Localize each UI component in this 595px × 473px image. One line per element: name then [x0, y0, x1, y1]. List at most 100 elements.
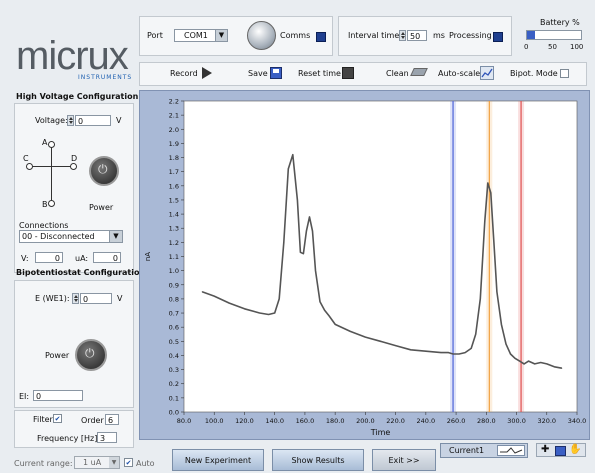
- filter-panel: Filter ✔ Order 6 Frequency [Hz] 3: [14, 410, 134, 448]
- graph-palette: ✚ ✋: [536, 443, 586, 457]
- hv-power-button[interactable]: [89, 156, 119, 186]
- current-range-value: 1 uA: [83, 458, 102, 467]
- autoscale-icon[interactable]: [480, 66, 494, 80]
- connections-label: Connections: [19, 221, 69, 230]
- chevron-down-icon: ▼: [109, 457, 119, 468]
- current-range-label: Current range:: [14, 459, 73, 468]
- current-range-select[interactable]: 1 uA ▼: [74, 456, 120, 469]
- ei-label: EI:: [19, 392, 30, 401]
- ua-readout-label: uA:: [75, 254, 89, 263]
- electrode-c-label: C: [23, 154, 29, 163]
- ei-readout: 0: [33, 390, 83, 401]
- e-we1-spinner[interactable]: [72, 293, 79, 304]
- connections-value: 00 - Disconnected: [22, 232, 95, 241]
- power-icon: ⏻: [98, 162, 108, 176]
- interval-label: Interval time: [348, 31, 400, 40]
- electrode-a[interactable]: [48, 141, 55, 148]
- ua-readout: 0: [93, 252, 121, 263]
- processing-label: Processing: [449, 31, 492, 40]
- v-readout: 0: [35, 252, 63, 263]
- frequency-input[interactable]: 3: [97, 432, 117, 443]
- record-label: Record: [170, 69, 198, 78]
- chart-frame: 0: [139, 90, 590, 440]
- filter-label: Filter: [33, 415, 53, 424]
- hv-panel: Voltage: 0 V A B C D ⏻ Power Connections…: [14, 103, 134, 273]
- order-label: Order: [81, 416, 104, 425]
- port-value: COM1: [184, 31, 208, 40]
- port-label: Port: [147, 31, 163, 40]
- chevron-down-icon: ▼: [215, 30, 227, 41]
- e-we1-input[interactable]: 0: [80, 293, 112, 304]
- port-select[interactable]: COM1 ▼: [174, 29, 228, 42]
- bipot-power-button[interactable]: [75, 339, 107, 371]
- order-input[interactable]: 6: [105, 414, 119, 425]
- voltage-label: Voltage:: [35, 116, 68, 125]
- reset-time-label: Reset time: [298, 69, 341, 78]
- new-experiment-button[interactable]: New Experiment: [172, 449, 264, 471]
- electrode-c[interactable]: [26, 163, 33, 170]
- interval-spinner[interactable]: [399, 30, 406, 41]
- bipot-mode-checkbox[interactable]: [560, 69, 569, 78]
- interval-input[interactable]: 50: [407, 30, 427, 41]
- battery-label: Battery %: [540, 18, 580, 27]
- processing-indicator: [493, 32, 503, 42]
- electrode-b-label: B: [42, 200, 48, 209]
- electrode-d[interactable]: [70, 163, 77, 170]
- play-icon[interactable]: [202, 67, 212, 79]
- show-results-button[interactable]: Show Results: [272, 449, 364, 471]
- hv-section-title: High Voltage Configuration: [16, 92, 139, 101]
- bipot-power-label: Power: [45, 351, 70, 360]
- interval-panel: Interval time 50 ms Processing: [338, 16, 512, 56]
- electrode-d-label: D: [71, 154, 78, 163]
- toolbar: Record Save Reset time Clean Auto-scale …: [139, 62, 587, 86]
- app-logo: micrux INSTRUMENTS: [10, 14, 132, 86]
- filter-checkbox[interactable]: ✔: [53, 414, 62, 423]
- v-readout-label: V:: [21, 254, 29, 263]
- electrode-b[interactable]: [48, 200, 55, 207]
- battery-gauge: Battery % 0 50 100: [520, 18, 586, 58]
- bipot-section-title: Bipotentiostat Configuration: [16, 268, 146, 277]
- port-panel: Port COM1 ▼ Comms: [139, 16, 333, 56]
- chevron-down-icon: ▼: [109, 231, 122, 242]
- auto-checkbox[interactable]: ✔: [124, 458, 133, 467]
- battery-fill: [527, 31, 536, 39]
- electrode-a-label: A: [42, 138, 48, 147]
- save-icon[interactable]: [270, 67, 282, 79]
- comms-label: Comms: [280, 31, 311, 40]
- battery-bar: [526, 30, 582, 40]
- crosshair-icon[interactable]: ✚: [541, 444, 550, 455]
- exit-button[interactable]: Exit >>: [372, 449, 436, 471]
- chart-legend: Current1: [440, 443, 528, 458]
- voltage-input[interactable]: 0: [75, 115, 111, 126]
- legend-series-label: Current1: [449, 446, 485, 455]
- zoom-icon[interactable]: [555, 446, 566, 456]
- logo-subtext: INSTRUMENTS: [78, 74, 133, 81]
- clean-label: Clean: [386, 69, 409, 78]
- voltage-spinner[interactable]: [67, 115, 74, 126]
- connections-select[interactable]: 00 - Disconnected ▼: [19, 230, 123, 243]
- frequency-label: Frequency [Hz]: [37, 434, 98, 443]
- save-label: Save: [248, 69, 268, 78]
- e-we1-label: E (WE1):: [35, 294, 70, 303]
- hv-power-label: Power: [89, 203, 114, 212]
- comms-knob[interactable]: [247, 21, 276, 50]
- electrode-diagram: A B C D: [23, 138, 79, 209]
- battery-tick-100: 100: [570, 43, 584, 51]
- eraser-icon[interactable]: [410, 68, 428, 76]
- bipot-mode-label: Bipot. Mode: [510, 69, 558, 78]
- stop-icon[interactable]: [342, 67, 354, 79]
- autoscale-label: Auto-scale: [438, 69, 481, 78]
- logo-wordmark: micrux: [16, 34, 129, 78]
- e-we1-unit: V: [117, 294, 123, 303]
- auto-label: Auto: [136, 459, 155, 468]
- legend-line-icon[interactable]: [497, 445, 525, 456]
- bipot-panel: E (WE1): 0 V Power ⏻ EI: 0: [14, 280, 134, 408]
- power-icon: ⏻: [85, 346, 95, 360]
- battery-tick-50: 50: [548, 43, 557, 51]
- interval-unit: ms: [433, 31, 445, 40]
- voltage-unit: V: [116, 116, 122, 125]
- cursor-readout: 0: [360, 105, 394, 116]
- comms-indicator: [316, 32, 326, 42]
- battery-tick-0: 0: [524, 43, 529, 51]
- pan-icon[interactable]: ✋: [569, 444, 582, 455]
